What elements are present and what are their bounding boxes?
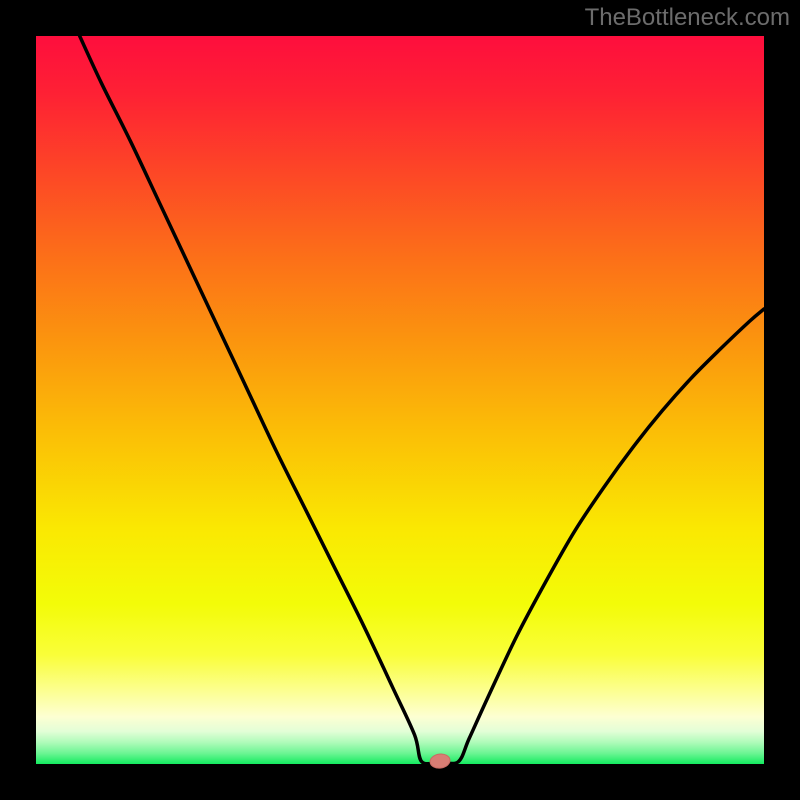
- bottleneck-chart: [0, 0, 800, 800]
- plot-background: [36, 36, 764, 764]
- chart-container: TheBottleneck.com: [0, 0, 800, 800]
- watermark-text: TheBottleneck.com: [585, 4, 790, 32]
